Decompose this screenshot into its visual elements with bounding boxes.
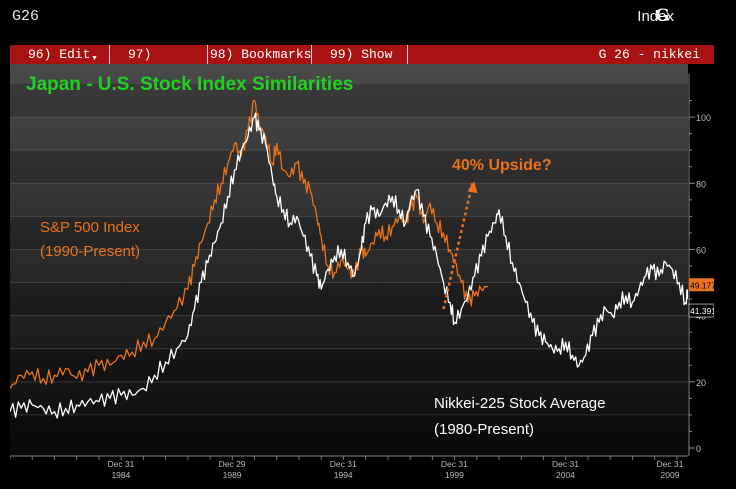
x-tick-year: 2009: [661, 470, 680, 480]
nikkei-last-value: 41.3913: [690, 306, 714, 316]
chart-title: Japan - U.S. Stock Index Similarities: [26, 74, 353, 95]
nikkei-legend-label: Nikkei-225 Stock Average: [434, 395, 605, 412]
x-tick-year: 1999: [445, 470, 464, 480]
y-tick-label: 100: [696, 113, 711, 123]
menu-bookmarks[interactable]: 98) Bookmarks: [210, 45, 312, 64]
x-tick-year: 1989: [223, 470, 242, 480]
sp500-legend-sublabel: (1990-Present): [40, 243, 140, 260]
y-tick-label: 80: [696, 179, 706, 189]
plot-background: [10, 64, 688, 456]
grid-band: [10, 150, 688, 184]
sp500-line: [9, 99, 489, 389]
index-label: Index: [637, 8, 674, 25]
x-tick-label: Dec 31: [657, 459, 684, 469]
menu-show[interactable]: 99) Show: [312, 45, 408, 64]
grid-band: [10, 216, 688, 250]
nikkei-legend-sublabel: (1980-Present): [434, 421, 534, 438]
sp500-legend-label: S&P 500 Index: [40, 219, 140, 236]
y-tick-label: 20: [696, 378, 706, 388]
upside-arrow-head: [467, 181, 478, 194]
sp500-last-value-badge: [689, 278, 714, 292]
terminal-header: G26 Index: [0, 0, 736, 44]
x-tick-year: 1984: [111, 470, 130, 480]
x-axis-panel: [10, 456, 688, 484]
y-tick-label: 0: [696, 444, 701, 454]
grid-band: [10, 282, 688, 316]
screen-title: G 26 - nikkei: [598, 47, 700, 62]
grid-band: [10, 84, 688, 118]
nikkei-line: [9, 112, 689, 419]
menu-options[interactable]: 97) Options▼: [110, 45, 208, 82]
grid-band: [10, 348, 688, 382]
x-tick-label: Dec 29: [219, 459, 246, 469]
upside-annotation: 40% Upside?: [452, 157, 552, 174]
y-axis-panel: [688, 64, 714, 484]
menu-edit[interactable]: 96) Edit ▼: [10, 45, 110, 64]
y-tick-label: 60: [696, 245, 706, 255]
x-tick-label: Dec 31: [441, 459, 468, 469]
sp500-last-value: 49.1778: [690, 280, 714, 290]
dropdown-arrow-icon: ▼: [92, 55, 97, 63]
x-tick-year: 1994: [334, 470, 353, 480]
x-tick-label: Dec 31: [330, 459, 357, 469]
x-tick-label: Dec 31: [552, 459, 579, 469]
screen-code: G26: [12, 8, 40, 25]
chart-area: Dec 31 1984 Dec 29 1989 Dec 31 1994 Dec 31 1999…: [9, 64, 721, 484]
grid-band: [10, 414, 688, 448]
x-tick-year: 2004: [556, 470, 575, 480]
g-function-icon[interactable]: G: [655, 6, 670, 26]
menu-bar: 96) Edit▼ 97) Options▼ 98) Bookmarks 99)…: [10, 45, 714, 82]
x-tick-label: Dec 31: [107, 459, 134, 469]
